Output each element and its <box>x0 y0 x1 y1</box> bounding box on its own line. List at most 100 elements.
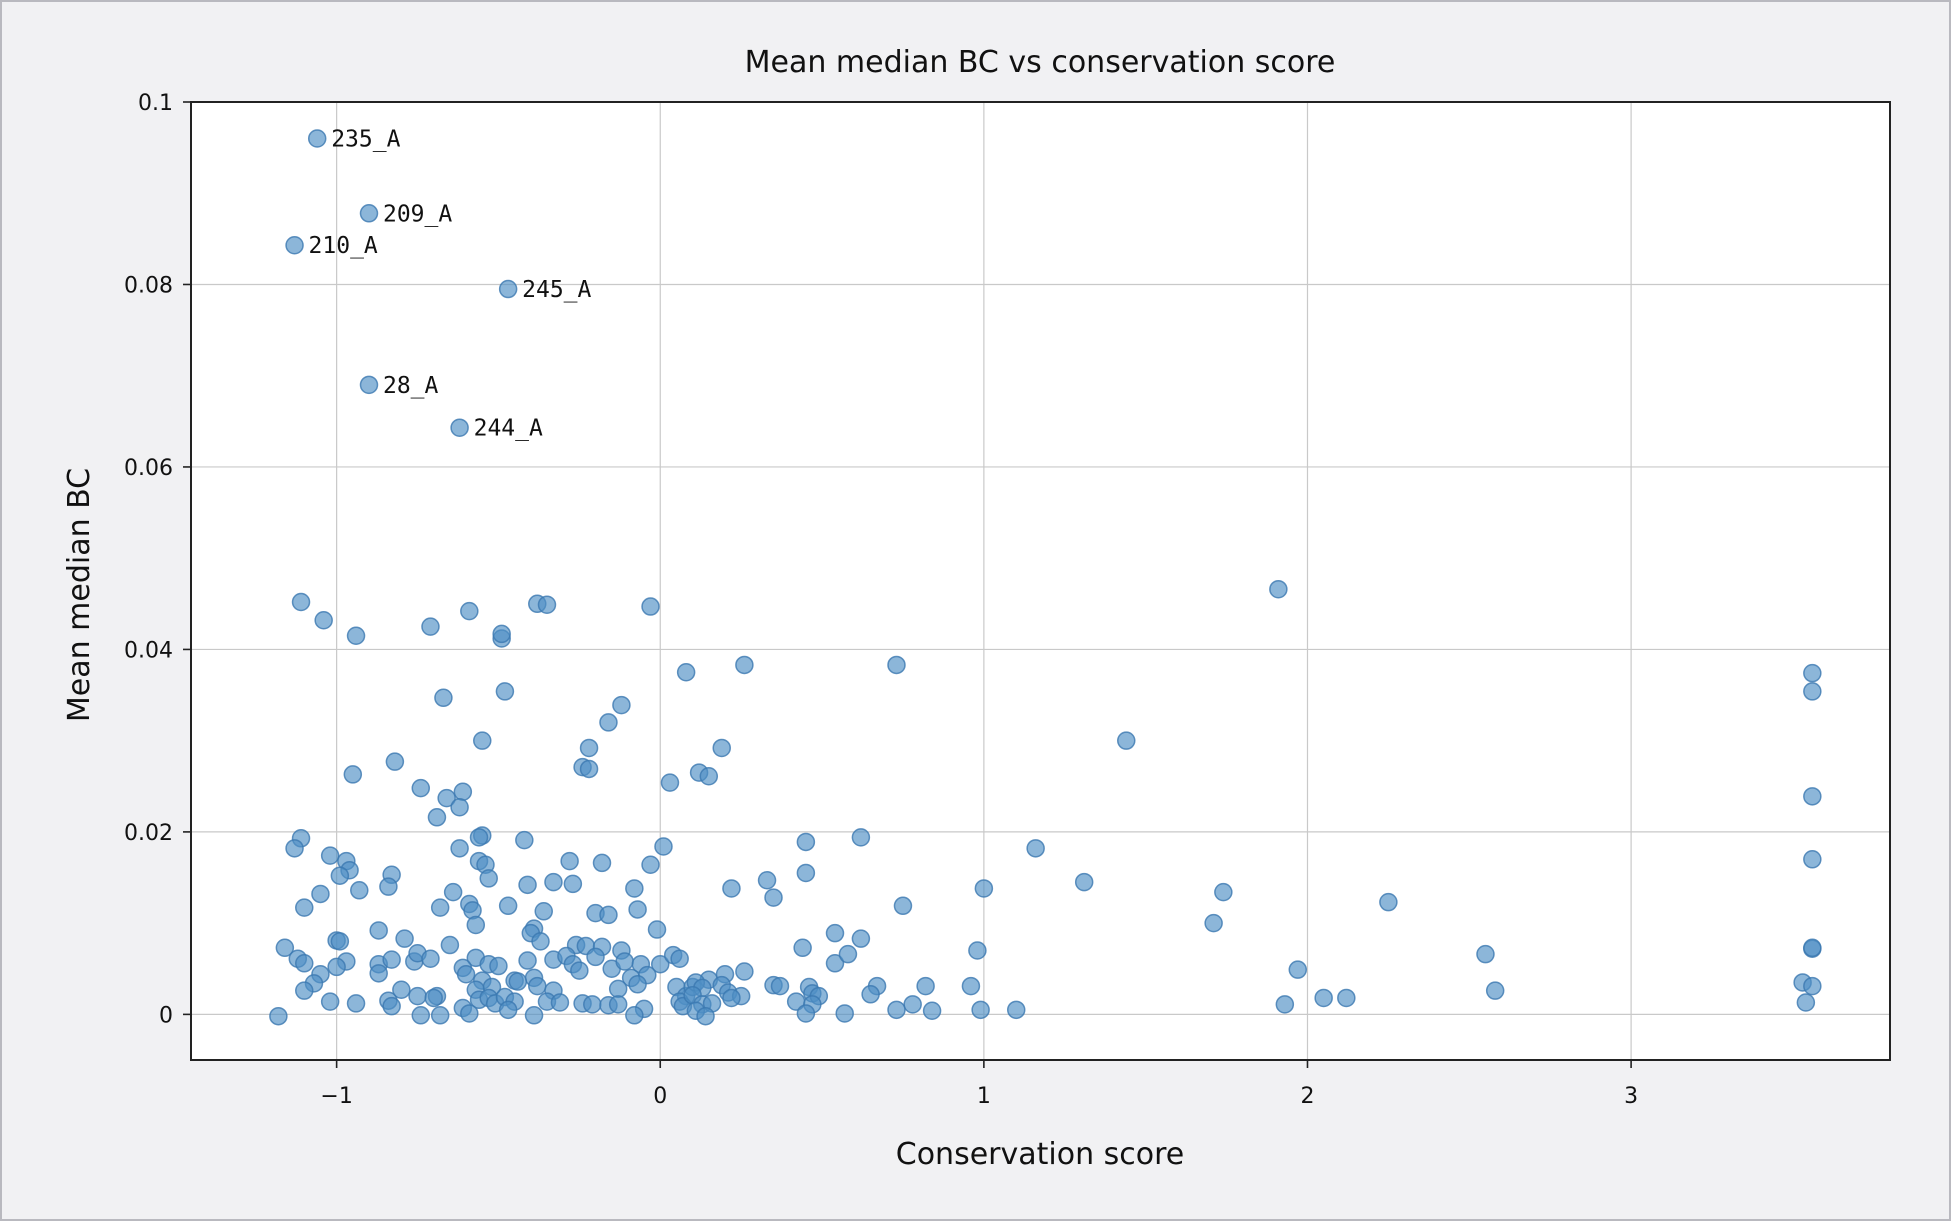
y-tick-label: 0 <box>159 1003 173 1028</box>
scatter-point <box>968 941 987 960</box>
scatter-point <box>460 601 479 621</box>
scatter-point <box>676 662 696 682</box>
scatter-point <box>903 995 922 1014</box>
scatter-point <box>971 1000 990 1020</box>
scatter-point <box>437 788 456 808</box>
scatter-point <box>489 956 508 976</box>
scatter-point <box>922 1001 942 1020</box>
scatter-point <box>615 952 634 971</box>
scatter-point <box>421 949 440 968</box>
scatter-point <box>492 624 511 644</box>
scatter-point <box>1074 872 1094 892</box>
scatter-point <box>1026 839 1045 858</box>
scatter-point <box>764 888 783 907</box>
scatter-point <box>1803 976 1822 996</box>
scatter-point <box>314 610 333 630</box>
scatter-point <box>722 988 741 1008</box>
scatter-point <box>295 954 314 973</box>
scatter-point <box>592 853 612 873</box>
scatter-point <box>524 1006 544 1025</box>
data-points <box>269 129 1822 1026</box>
scatter-point <box>770 976 790 996</box>
y-tick-label: 0.04 <box>124 638 173 663</box>
scatter-point <box>712 738 731 758</box>
scatter-point <box>1803 663 1822 683</box>
scatter-point <box>295 981 314 1000</box>
scatter-point <box>430 1006 450 1025</box>
scatter-point <box>453 782 473 802</box>
scatter-point <box>518 951 537 970</box>
scatter-point <box>796 1004 816 1023</box>
scatter-point <box>654 837 673 856</box>
scatter-point <box>1476 944 1495 964</box>
plot-area <box>191 102 1890 1060</box>
x-tick-label: 3 <box>1624 1084 1638 1109</box>
scatter-point <box>498 1000 518 1020</box>
scatter-point <box>469 828 489 847</box>
scatter-point <box>411 778 431 798</box>
scatter-point <box>583 995 602 1014</box>
scatter-point <box>579 759 599 779</box>
scatter-point <box>1803 938 1822 958</box>
scatter-point <box>696 1006 715 1026</box>
scatter-point <box>1288 960 1308 979</box>
scatter-point <box>1803 682 1822 701</box>
scatter-point <box>450 798 469 817</box>
scatter-point <box>625 879 644 898</box>
point-label: 245_A <box>522 277 591 303</box>
scatter-point <box>796 832 816 852</box>
scatter-point <box>440 935 460 955</box>
scatter-point <box>1803 850 1822 869</box>
scatter-point <box>346 626 366 645</box>
scatter-point <box>735 962 754 981</box>
scatter-point <box>628 900 647 919</box>
scatter-point <box>473 731 492 750</box>
scatter-point <box>285 839 304 858</box>
scatter-point <box>460 1004 479 1023</box>
scatter-point <box>498 896 518 916</box>
scatter-point <box>346 994 366 1013</box>
scatter-point <box>275 938 295 958</box>
scatter-point <box>495 682 515 701</box>
scatter-point <box>537 595 557 614</box>
chart-title: Mean median BC vs conservation score <box>745 45 1336 80</box>
scatter-point <box>544 872 563 892</box>
scatter-point <box>379 877 398 896</box>
scatter-point <box>531 932 550 951</box>
scatter-point <box>343 765 363 784</box>
scatter-point <box>330 866 350 885</box>
grid-lines <box>191 101 1890 1060</box>
labeled-scatter-point <box>285 235 304 255</box>
scatter-point <box>385 752 405 771</box>
scatter-point <box>1117 731 1136 750</box>
scatter-point <box>518 875 537 895</box>
scatter-point <box>699 766 719 786</box>
scatter-point <box>625 1006 644 1025</box>
point-label: 235_A <box>331 126 400 152</box>
scatter-point <box>861 985 880 1004</box>
scatter-point <box>570 961 589 980</box>
scatter-point <box>320 846 340 865</box>
scatter-point <box>382 950 401 969</box>
scatter-point <box>1485 981 1505 1000</box>
scatter-point <box>1379 892 1398 912</box>
scatter-point <box>825 954 845 973</box>
scatter-point <box>479 869 498 888</box>
scatter-point <box>641 855 660 875</box>
scatter-point <box>887 1000 906 1020</box>
labeled-scatter-point <box>359 375 379 395</box>
scatter-point <box>1214 882 1233 902</box>
scatter-point <box>579 738 599 758</box>
point-label: 244_A <box>474 416 543 442</box>
scatter-point <box>838 944 858 964</box>
scatter-point <box>586 947 605 967</box>
scatter-point <box>295 898 314 917</box>
scatter-point <box>887 655 906 675</box>
scatter-point <box>395 929 414 948</box>
scatter-point <box>330 932 350 951</box>
scatter-point <box>660 773 680 792</box>
scatter-point <box>650 954 670 974</box>
scatter-point <box>382 996 401 1016</box>
